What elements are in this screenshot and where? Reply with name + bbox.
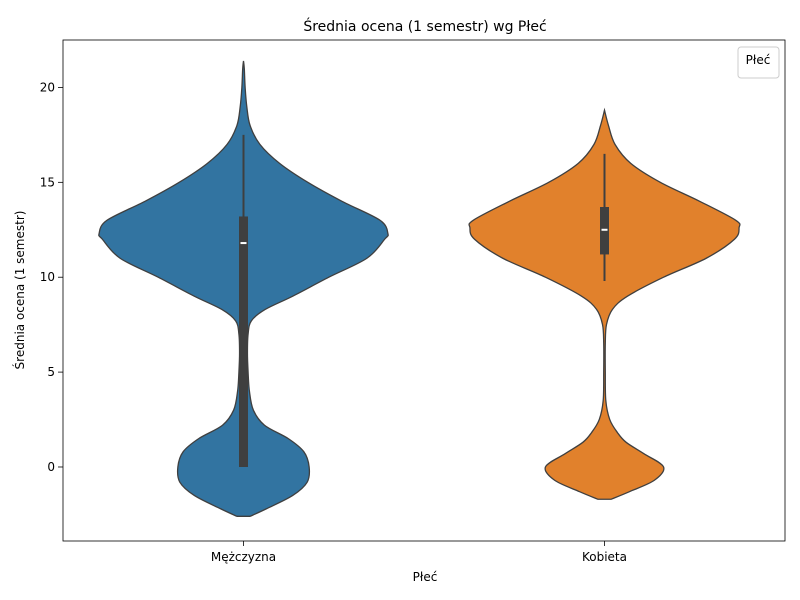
y-axis-ticks: 0 5 10 15 20 xyxy=(40,80,63,474)
x-axis-ticks: Mężczyzna Kobieta xyxy=(211,541,627,564)
y-tick-label: 10 xyxy=(40,270,55,284)
x-tick-label: Mężczyzna xyxy=(211,550,276,564)
y-tick-label: 20 xyxy=(40,80,55,94)
x-tick-label: Kobieta xyxy=(582,550,627,564)
y-tick-label: 15 xyxy=(40,175,55,189)
x-axis-label: Płeć xyxy=(413,570,438,584)
iqr-box-0 xyxy=(239,216,248,467)
y-axis-label: Średnia ocena (1 semestr) xyxy=(12,211,27,370)
y-tick-label: 0 xyxy=(47,460,55,474)
legend-title: Płeć xyxy=(746,53,771,67)
y-tick-label: 5 xyxy=(47,365,55,379)
legend-box xyxy=(737,46,780,79)
violin-1 xyxy=(468,107,741,500)
legend: Płeć xyxy=(737,46,780,79)
violins-layer xyxy=(98,60,741,517)
plot-area-frame xyxy=(62,39,786,542)
chart-title: Średnia ocena (1 semestr) wg Płeć xyxy=(303,17,546,35)
